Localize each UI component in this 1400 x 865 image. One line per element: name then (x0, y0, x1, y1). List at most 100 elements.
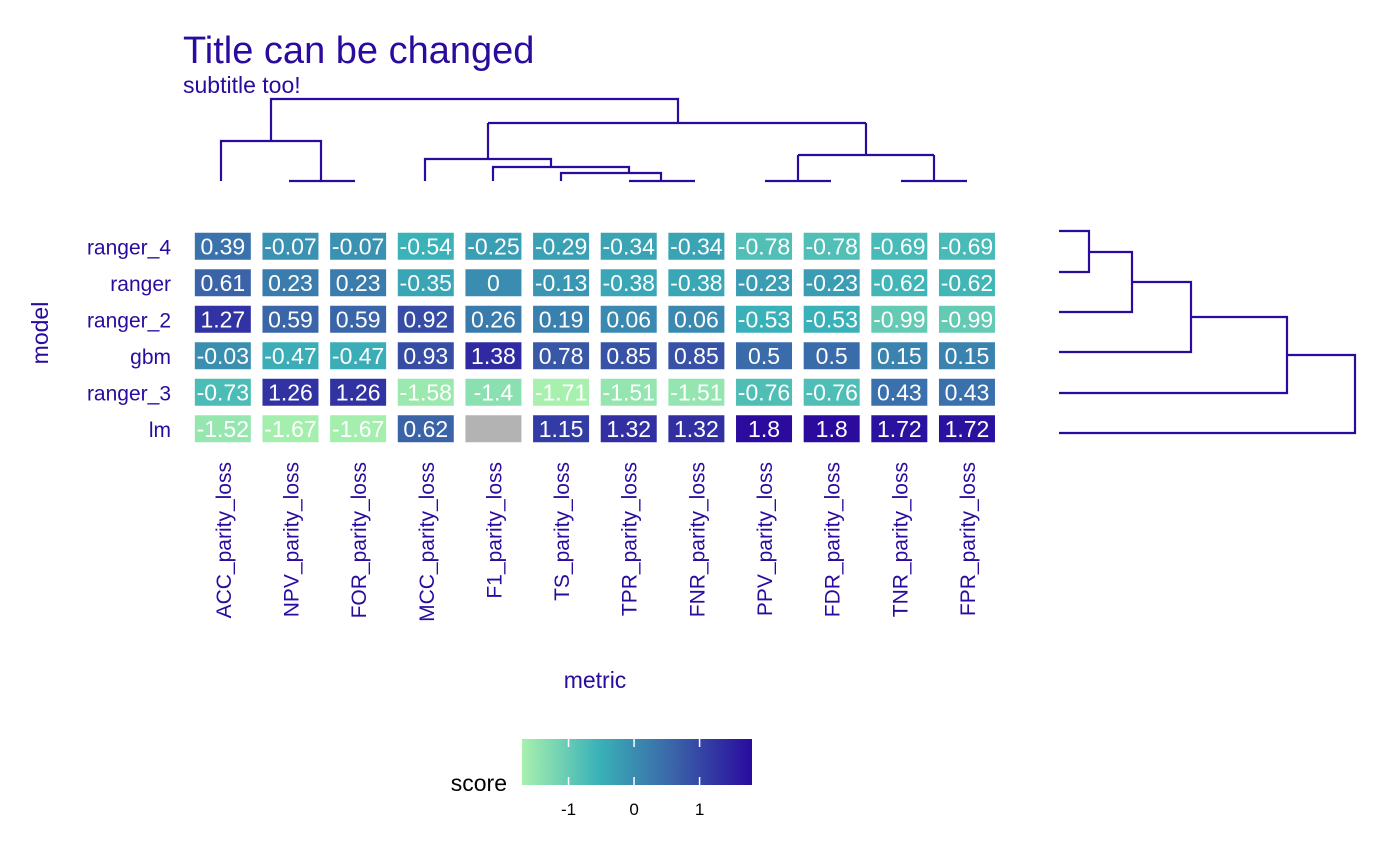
heatmap-cell (194, 232, 251, 260)
cell-value-label: 0.23 (268, 270, 313, 296)
chart-subtitle: subtitle too! (183, 72, 301, 98)
column-label: FPR_parity_loss (957, 462, 980, 616)
cell-value-label: 0.19 (539, 306, 584, 332)
cell-value-label: 0.06 (674, 306, 719, 332)
cell-value-label: -0.53 (738, 306, 790, 332)
heatmap-cell (871, 269, 928, 297)
cell-value-label: -0.34 (603, 233, 656, 259)
column-label: FOR_parity_loss (348, 462, 371, 618)
heatmap-cell (465, 232, 522, 260)
color-legend: score -1 0 1 (451, 739, 752, 819)
cell-value-label: -0.69 (873, 233, 925, 259)
cell-value-label: -0.23 (805, 270, 857, 296)
cell-value-label: 0.93 (403, 343, 448, 369)
heatmap-cell (262, 342, 319, 370)
heatmap-cell (871, 415, 928, 443)
heatmap-cell (330, 232, 387, 260)
column-label: ACC_parity_loss (213, 462, 236, 618)
heatmap-cell (194, 305, 251, 333)
cell-value-label: -0.54 (400, 233, 453, 259)
column-label: FNR_parity_loss (686, 462, 709, 617)
heatmap-cell (736, 269, 793, 297)
cell-value-label: 0.61 (200, 270, 245, 296)
cell-value-label: -0.13 (535, 270, 587, 296)
heatmap-cell (600, 305, 657, 333)
row-label: gbm (130, 346, 171, 369)
heatmap-cell (938, 305, 995, 333)
heatmap-cell (803, 342, 860, 370)
row-label: ranger_3 (87, 382, 171, 405)
dendrogram-link (1059, 315, 1289, 395)
heatmap-cell (262, 378, 319, 406)
cell-value-label: -1.52 (197, 416, 249, 442)
heatmap-cell (262, 305, 319, 333)
heatmap-cell (533, 342, 590, 370)
heatmap-cell (465, 342, 522, 370)
heatmap-cell (938, 342, 995, 370)
column-label: MCC_parity_loss (416, 462, 439, 622)
x-axis-title: metric (564, 667, 627, 693)
cell-value-label: 0.39 (200, 233, 245, 259)
heatmap-cell (262, 269, 319, 297)
cell-value-label: -1.51 (670, 379, 722, 405)
cell-value-label: -1.67 (332, 416, 384, 442)
heatmap-cell (668, 305, 725, 333)
cell-value-label: 0.85 (674, 343, 719, 369)
dendrogram-link (269, 97, 680, 141)
cell-value-label: -1.51 (603, 379, 655, 405)
heatmap-cell (194, 342, 251, 370)
heatmap-cell (668, 269, 725, 297)
cell-value-label: 0.59 (268, 306, 313, 332)
heatmap-cell (600, 342, 657, 370)
column-label: TNR_parity_loss (889, 462, 912, 617)
heatmap-cell (938, 232, 995, 260)
heatmap-cell (194, 415, 251, 443)
cell-value-label: -0.69 (941, 233, 993, 259)
heatmap-cell (871, 305, 928, 333)
heatmap-cell (938, 415, 995, 443)
heatmap-cell (465, 305, 522, 333)
heatmap-cell (465, 415, 522, 443)
cell-value-label: 0.15 (945, 343, 990, 369)
cell-value-label: 0.43 (877, 379, 922, 405)
cell-value-label: 0.5 (748, 343, 780, 369)
cell-value-label: 0.15 (877, 343, 922, 369)
heatmap-cell (330, 378, 387, 406)
y-axis-title: model (27, 302, 53, 365)
cell-value-label: -0.47 (264, 343, 316, 369)
dendrogram-link (1059, 250, 1134, 314)
cell-value-label: -0.53 (805, 306, 857, 332)
heatmap-cell (803, 232, 860, 260)
row-label: ranger_2 (87, 309, 171, 332)
row-label: lm (149, 419, 171, 442)
heatmap-cell (668, 342, 725, 370)
legend-tick-label: 0 (629, 800, 638, 819)
cell-value-label: -0.29 (535, 233, 587, 259)
legend-tick-label: -1 (561, 800, 576, 819)
legend-ticks: -1 0 1 (561, 739, 704, 819)
legend-title: score (451, 770, 507, 796)
cell-value-label: 1.8 (816, 416, 848, 442)
heatmap-cell (668, 415, 725, 443)
cell-value-label: 0.43 (945, 379, 990, 405)
cell-value-label: 0.78 (539, 343, 584, 369)
row-label: ranger (110, 273, 171, 296)
cell-value-label: 1.38 (471, 343, 516, 369)
column-label: TPR_parity_loss (619, 462, 642, 616)
cell-value-label: -0.62 (873, 270, 925, 296)
cell-value-label: 0.59 (336, 306, 381, 332)
cell-value-label: -0.38 (603, 270, 655, 296)
cell-value-label: -0.99 (941, 306, 993, 332)
cell-value-label: 0.5 (816, 343, 848, 369)
cell-value-label: -0.62 (941, 270, 993, 296)
cell-value-label: 1.27 (200, 306, 245, 332)
heatmap-cell (736, 305, 793, 333)
heatmap-cell (803, 378, 860, 406)
heatmap-cell (330, 415, 387, 443)
cell-value-label: 1.32 (606, 416, 651, 442)
cell-value-label: -0.38 (670, 270, 722, 296)
column-label: F1_parity_loss (483, 462, 506, 599)
heatmap-cell (736, 415, 793, 443)
